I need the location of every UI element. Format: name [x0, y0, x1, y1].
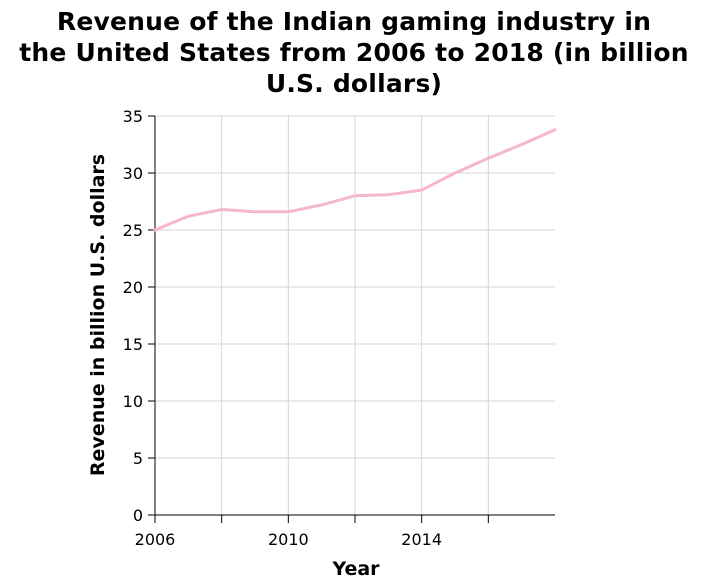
y-tick-label: 25: [123, 221, 143, 240]
x-tick-label: 2006: [135, 530, 176, 549]
y-tick-label: 0: [133, 506, 143, 525]
y-tick-label: 20: [123, 278, 143, 297]
x-tick-label: 2010: [268, 530, 309, 549]
chart-title-line-1: Revenue of the Indian gaming industry in: [56, 7, 652, 36]
x-axis-title: Year: [331, 558, 380, 580]
tick-labels: 0 5 10 15 20 25 30 35 2006 2010 2014: [123, 107, 442, 549]
chart-title-line-2: the United States from 2006 to 2018 (in …: [19, 38, 689, 67]
y-tick-label: 15: [123, 335, 143, 354]
axes: [148, 115, 555, 523]
x-tick-label: 2014: [401, 530, 442, 549]
gridlines: [155, 115, 555, 515]
y-tick-label: 30: [123, 164, 143, 183]
y-tick-label: 5: [133, 449, 143, 468]
revenue-line: [153, 128, 557, 232]
y-tick-label: 35: [123, 107, 143, 126]
y-axis-title: Revenue in billion U.S. dollars: [87, 154, 109, 476]
y-tick-label: 10: [123, 392, 143, 411]
chart-title: Revenue of the Indian gaming industry in…: [0, 6, 708, 99]
series-group: [153, 128, 557, 232]
chart-title-line-3: U.S. dollars): [265, 69, 443, 98]
